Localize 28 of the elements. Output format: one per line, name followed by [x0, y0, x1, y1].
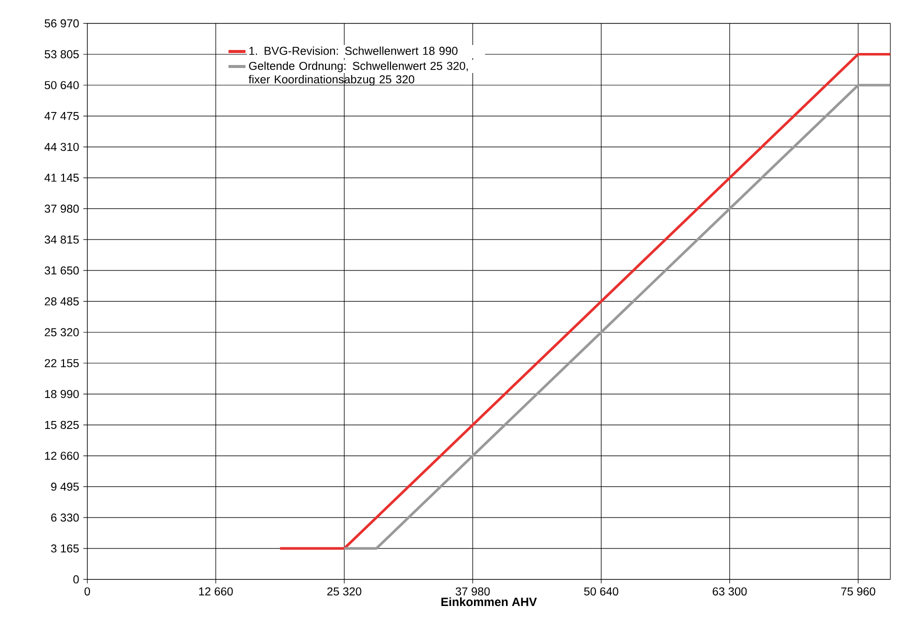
y-tick-label: 44 310 [44, 142, 79, 151]
x-tick-label: 37 980 [456, 587, 490, 596]
y-tick-label: 31 650 [44, 266, 79, 275]
x-tick-label: 63 300 [712, 587, 747, 596]
y-tick-label: 3 165 [51, 544, 79, 553]
x-tick-label: 75 960 [841, 587, 876, 596]
y-tick-label: 22 155 [44, 359, 79, 368]
y-tick-label: 15 825 [45, 420, 79, 429]
y-tick-label: 37 980 [44, 204, 79, 213]
y-tick-label: 50 640 [44, 81, 79, 90]
x-axis-title: Einkommen AHV [441, 597, 537, 606]
y-tick-label: 28 485 [44, 297, 79, 306]
y-tick-label: 47 475 [44, 112, 79, 120]
x-tick-label: 0 [84, 587, 90, 596]
legend-label: 1. BVG-Revision: Schwellenwert 18 990 [249, 46, 458, 55]
x-tick-label: 12 660 [199, 587, 233, 596]
y-tick-label: 6 330 [51, 514, 79, 522]
y-tick-label: 34 815 [44, 236, 79, 244]
y-tick-label: 53 805 [44, 50, 79, 58]
y-tick-label: 9 495 [51, 482, 79, 491]
y-tick-label: 0 [73, 575, 79, 584]
x-tick-label: 50 640 [584, 587, 618, 596]
y-tick-label: 18 990 [45, 390, 79, 398]
y-tick-label: 25 320 [44, 328, 79, 336]
y-tick-label: 56 970 [44, 19, 79, 28]
y-tick-label: 41 145 [44, 174, 79, 182]
y-tick-label: 12 660 [45, 452, 79, 460]
x-tick-label: 25 320 [327, 587, 362, 596]
